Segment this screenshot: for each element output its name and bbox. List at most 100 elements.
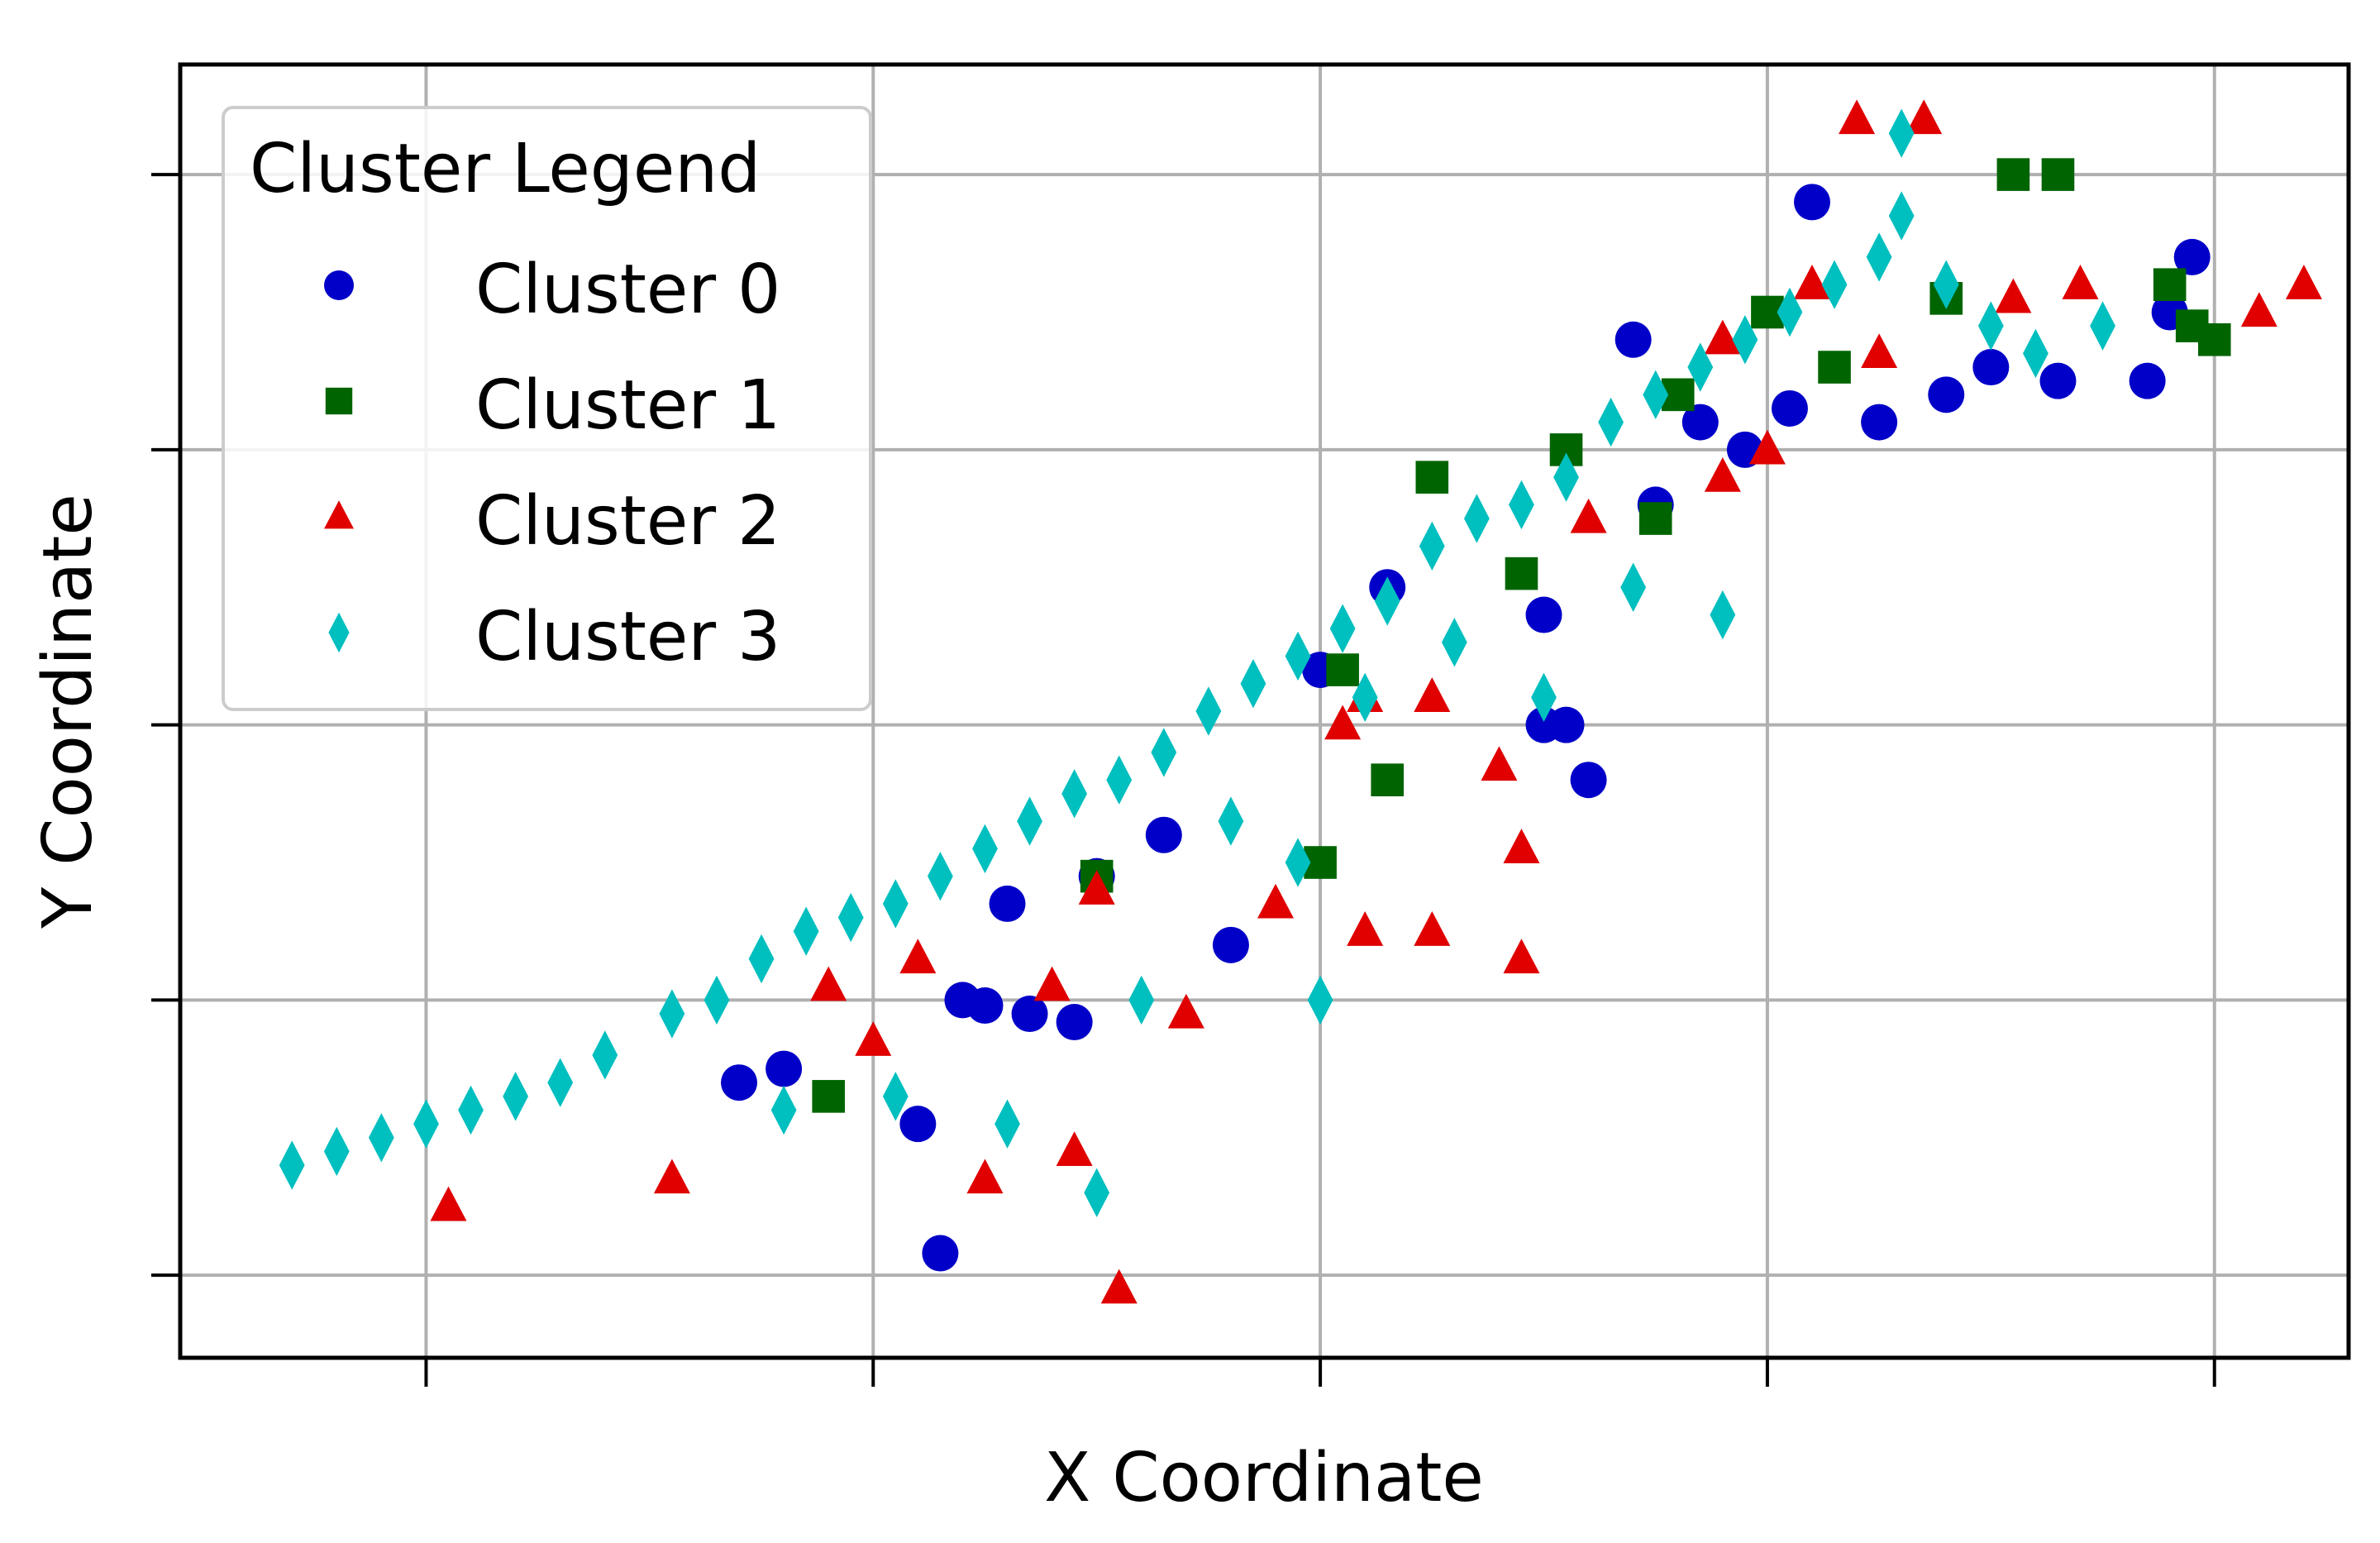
series-0 xyxy=(721,184,2211,1272)
legend-entry: Cluster 3 xyxy=(328,598,780,676)
data-point xyxy=(2285,265,2322,299)
data-point xyxy=(1794,265,1831,299)
data-point xyxy=(1839,99,1876,135)
data-point xyxy=(1463,494,1490,543)
data-point xyxy=(653,1158,690,1194)
legend-label: Cluster 0 xyxy=(475,251,780,329)
legend-entries: Cluster 0 Cluster 1 Cluster 2 Cluster 3 xyxy=(324,251,780,676)
data-point xyxy=(793,906,819,956)
data-point xyxy=(1145,816,1182,853)
data-point xyxy=(899,1106,937,1143)
axis-ticks xyxy=(151,173,2216,1387)
data-point xyxy=(1011,996,1048,1033)
data-point xyxy=(1866,232,1892,282)
data-point xyxy=(837,892,864,943)
data-point xyxy=(1056,1131,1093,1167)
legend-marker xyxy=(328,612,350,653)
data-point xyxy=(1570,762,1607,799)
data-point xyxy=(1748,429,1786,465)
data-point xyxy=(1888,191,1915,241)
data-point xyxy=(1307,975,1333,1025)
data-point xyxy=(1240,659,1266,709)
data-point xyxy=(1933,260,1959,309)
data-point xyxy=(721,1064,758,1101)
data-point xyxy=(1100,1268,1138,1304)
data-point xyxy=(1329,604,1356,653)
data-point xyxy=(1972,349,2010,386)
legend-box xyxy=(222,106,872,711)
data-point xyxy=(2240,292,2277,327)
data-point xyxy=(413,1099,439,1149)
data-point xyxy=(855,1021,892,1056)
data-point xyxy=(1977,301,2004,351)
series-1 xyxy=(812,158,2231,1113)
data-points xyxy=(279,99,2322,1304)
data-point xyxy=(1614,321,1652,358)
data-point xyxy=(1415,461,1449,494)
data-point xyxy=(810,966,847,1001)
data-point xyxy=(1794,184,1831,221)
data-point xyxy=(2173,238,2211,275)
data-point xyxy=(1525,706,1562,743)
data-point xyxy=(704,975,730,1025)
data-point xyxy=(1598,397,1624,447)
data-point xyxy=(1888,108,1915,158)
data-point xyxy=(1374,576,1400,626)
data-point xyxy=(972,824,998,874)
data-point xyxy=(1033,966,1071,1001)
data-point xyxy=(1861,404,1898,441)
data-point xyxy=(1503,829,1540,863)
data-point xyxy=(1419,521,1445,571)
data-point xyxy=(994,1099,1020,1149)
data-point xyxy=(922,1235,959,1272)
data-point xyxy=(1638,502,1672,535)
data-point xyxy=(1996,158,2030,191)
data-point xyxy=(1326,653,1359,686)
data-point xyxy=(989,885,1026,922)
data-point xyxy=(1285,838,1311,887)
data-point xyxy=(1441,618,1467,667)
data-point xyxy=(458,1085,484,1135)
data-point xyxy=(2090,301,2115,351)
data-point xyxy=(1525,596,1562,633)
data-point xyxy=(1732,315,1758,365)
data-point xyxy=(1687,342,1714,392)
data-point xyxy=(1257,883,1295,919)
data-point xyxy=(1371,763,1405,796)
data-point xyxy=(592,1030,618,1080)
data-point xyxy=(2062,265,2099,299)
data-point xyxy=(1620,562,1647,612)
plot-frame xyxy=(178,62,2351,1360)
data-point xyxy=(1285,631,1311,681)
data-point xyxy=(1167,993,1204,1029)
data-point xyxy=(1106,755,1133,805)
legend-label: Cluster 3 xyxy=(475,598,780,676)
data-point xyxy=(323,1126,350,1177)
data-point xyxy=(2153,268,2187,302)
legend-label: Cluster 1 xyxy=(475,366,780,445)
data-point xyxy=(966,1158,1004,1194)
data-point xyxy=(1218,796,1244,846)
data-point xyxy=(899,939,937,974)
data-point xyxy=(1084,1168,1110,1218)
legend-entry: Cluster 2 xyxy=(324,482,780,561)
data-point xyxy=(1771,389,1808,427)
data-point xyxy=(2041,158,2075,191)
data-point xyxy=(1505,557,1538,590)
data-point xyxy=(1056,1004,1093,1041)
data-point xyxy=(1818,351,1851,384)
data-point xyxy=(812,1080,845,1113)
data-point xyxy=(2023,328,2049,379)
legend-entry: Cluster 0 xyxy=(324,251,780,329)
data-point xyxy=(1777,287,1803,337)
data-point xyxy=(966,987,1004,1025)
data-point xyxy=(1212,926,1249,963)
data-point xyxy=(1078,870,1115,905)
data-point xyxy=(1061,769,1088,819)
data-point xyxy=(1352,672,1378,723)
legend-marker xyxy=(324,500,354,529)
data-point xyxy=(430,1186,467,1221)
legend-marker xyxy=(325,387,353,415)
data-point xyxy=(1195,686,1222,736)
